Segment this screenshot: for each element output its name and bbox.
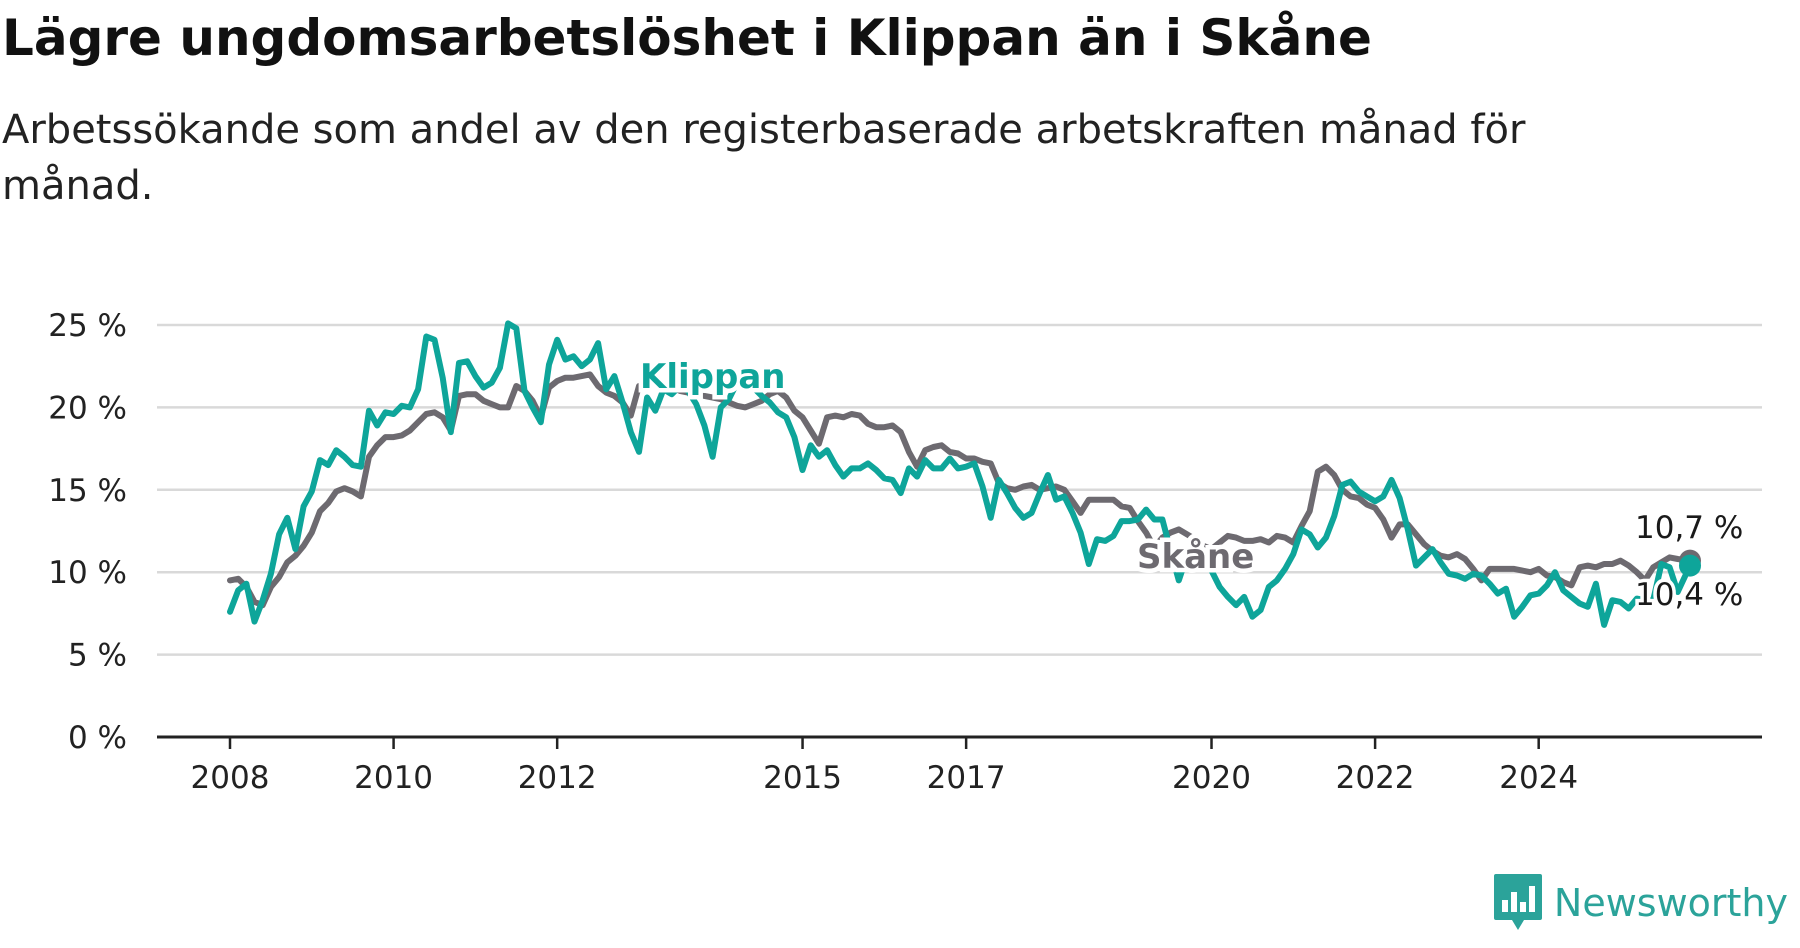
brand-logo: Newsworthy xyxy=(1492,858,1788,948)
y-tick-label: 20 % xyxy=(48,390,127,426)
y-tick-label: 15 % xyxy=(48,473,127,509)
y-tick-label: 5 % xyxy=(68,638,127,674)
x-tick-label: 2015 xyxy=(763,760,842,796)
x-tick-label: 2017 xyxy=(927,760,1006,796)
series-label-klippan: Klippan xyxy=(640,357,785,397)
end-label-klippan: 10,4 % xyxy=(1635,577,1743,613)
y-tick-label: 10 % xyxy=(48,555,127,591)
y-axis-ticks: 0 % 5 % 10 % 15 % 20 % 25 % xyxy=(48,308,127,756)
chart-title: Lägre ungdomsarbetslöshet i Klippan än i… xyxy=(2,9,1372,67)
end-label-skane: 10,7 % xyxy=(1635,510,1743,546)
x-tick-label: 2024 xyxy=(1499,760,1578,796)
y-tick-label: 25 % xyxy=(48,308,127,344)
series-lines xyxy=(227,320,1701,628)
newsworthy-logo-icon xyxy=(1493,874,1542,930)
chart-subtitle: Arbetssökande som andel av den registerb… xyxy=(2,107,1526,209)
x-tick-label: 2010 xyxy=(354,760,433,796)
x-tick-label: 2020 xyxy=(1172,760,1251,796)
x-tick-label: 2012 xyxy=(518,760,597,796)
series-line-skne xyxy=(227,371,1693,609)
gridlines xyxy=(157,323,1762,656)
x-tick-label: 2008 xyxy=(191,760,270,796)
series-label-skane: Skåne xyxy=(1137,537,1254,577)
brand-name: Newsworthy xyxy=(1553,881,1788,925)
x-axis: 2008 2010 2012 2015 2017 2020 2022 2024 xyxy=(157,735,1762,796)
x-tick-label: 2022 xyxy=(1336,760,1415,796)
series-labels: Klippan Skåne 10,7 % 10,4 % xyxy=(636,353,1747,617)
series-line-klippan xyxy=(227,320,1693,628)
y-tick-label: 0 % xyxy=(68,720,127,756)
end-point-klippan xyxy=(1679,554,1701,577)
